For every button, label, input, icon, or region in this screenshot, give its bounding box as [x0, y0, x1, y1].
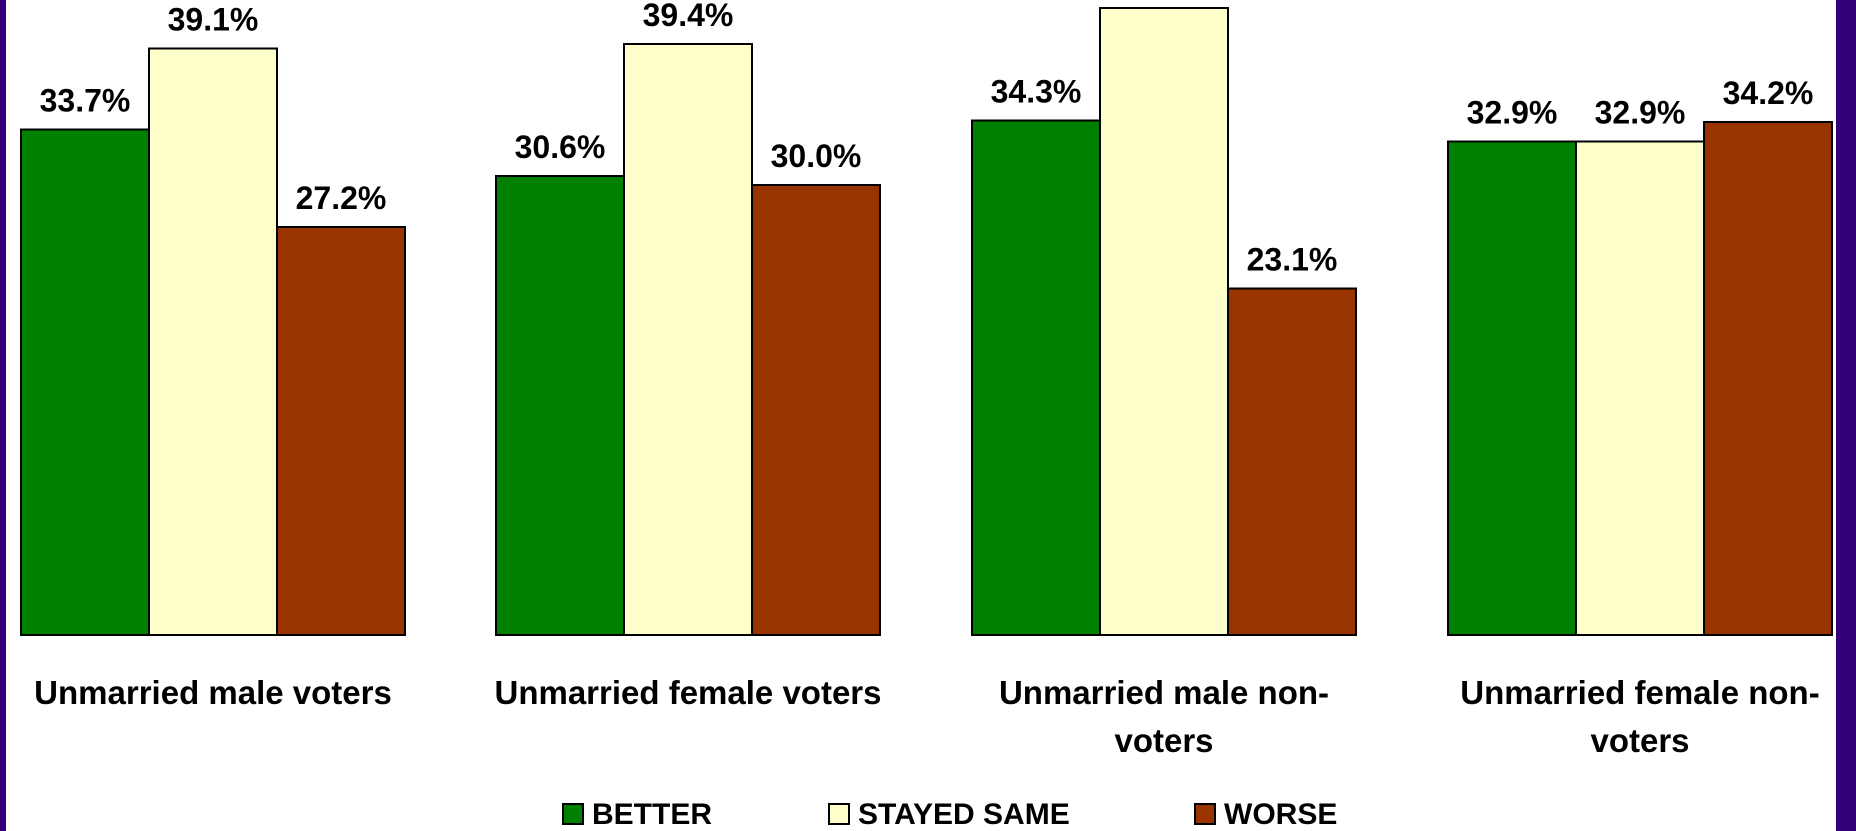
bar-better-3 — [971, 119, 1101, 636]
legend-swatch-worse — [1194, 803, 1216, 825]
bar-stayed-same-1 — [148, 47, 278, 636]
data-label-better-4: 32.9% — [1467, 95, 1558, 131]
data-label-stayed-same-1: 39.1% — [168, 2, 259, 38]
data-label-stayed-same-2: 39.4% — [643, 0, 734, 33]
data-label-worse-1: 27.2% — [296, 180, 387, 216]
data-label-better-2: 30.6% — [515, 129, 606, 165]
bar-better-1 — [20, 128, 150, 636]
data-label-worse-4: 34.2% — [1723, 75, 1814, 111]
bar-stayed-same-4 — [1575, 140, 1705, 636]
right-border — [1836, 0, 1856, 831]
data-label-worse-2: 30.0% — [771, 138, 862, 174]
category-labels-layer: Unmarried male voters Unmarried female vo… — [34, 674, 1820, 759]
bar-better-4 — [1447, 140, 1577, 636]
bar-worse-1 — [276, 226, 406, 636]
legend-label-worse: WORSE — [1224, 798, 1337, 831]
category-label-4: Unmarried female non-voters — [1460, 674, 1819, 759]
bar-stayed-same-2 — [623, 43, 753, 636]
data-label-better-1: 33.7% — [40, 83, 131, 119]
bar-worse-2 — [751, 184, 881, 636]
legend-swatch-better — [562, 803, 584, 825]
data-label-stayed-same-4: 32.9% — [1595, 95, 1686, 131]
category-label-2: Unmarried female voters — [495, 674, 882, 711]
category-label-1: Unmarried male voters — [34, 674, 392, 711]
data-label-worse-3: 23.1% — [1247, 242, 1338, 278]
legend-swatch-stayed-same — [828, 803, 850, 825]
category-label-3: Unmarried male non-voters — [999, 674, 1329, 759]
bar-worse-3 — [1227, 287, 1357, 636]
legend-label-stayed-same: STAYED SAME — [858, 798, 1070, 831]
left-border — [0, 0, 6, 831]
data-label-better-3: 34.3% — [991, 74, 1082, 110]
legend: BETTER STAYED SAME WORSE — [562, 798, 1337, 831]
bars-layer — [20, 7, 1833, 636]
bar-worse-4 — [1703, 121, 1833, 636]
data-labels-layer: 33.7% 39.1% 27.2% 30.6% 39.4% 30.0% 34.3% 23.1%… — [40, 0, 1814, 278]
legend-label-better: BETTER — [592, 798, 712, 831]
bar-better-2 — [495, 175, 625, 636]
bar-stayed-same-3 — [1099, 7, 1229, 636]
